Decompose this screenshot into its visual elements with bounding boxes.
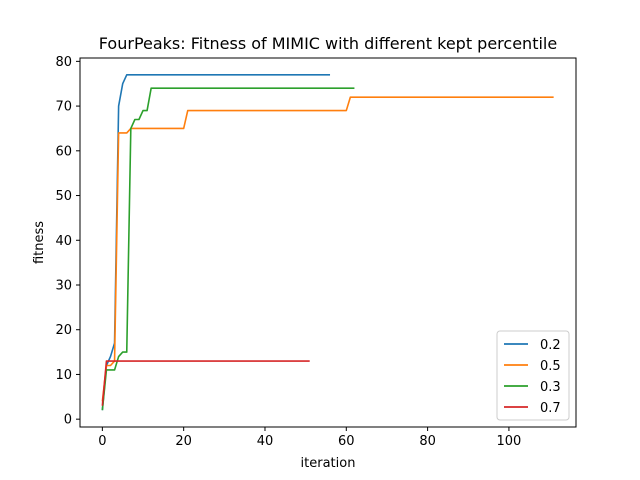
x-tick-label: 60 xyxy=(338,434,355,449)
x-axis-title: iteration xyxy=(301,456,356,471)
plot-area xyxy=(101,73,554,411)
x-tick-label: 40 xyxy=(257,434,274,449)
legend-label: 0.7 xyxy=(540,401,561,416)
chart-title: FourPeaks: Fitness of MIMIC with differe… xyxy=(99,34,557,53)
y-axis-title: fitness xyxy=(32,221,47,264)
x-tick-label: 100 xyxy=(497,434,522,449)
x-tick-label: 20 xyxy=(175,434,192,449)
y-tick-label: 50 xyxy=(55,189,72,204)
y-tick-label: 10 xyxy=(55,368,72,383)
plot-frame xyxy=(79,57,577,428)
y-tick-label: 30 xyxy=(55,278,72,293)
y-tick-label: 0 xyxy=(64,413,72,428)
legend: 0.2 0.5 0.3 0.7 xyxy=(496,330,570,421)
series-line-0.3 xyxy=(101,87,355,411)
x-tick-label: 80 xyxy=(419,434,436,449)
y-tick-label: 40 xyxy=(55,234,72,249)
y-tick-label: 80 xyxy=(55,55,72,70)
x-tick-label: 0 xyxy=(98,434,106,449)
y-tick-label: 70 xyxy=(55,100,72,115)
x-axis: 0 20 40 60 80 100 xyxy=(98,427,521,449)
legend-label: 0.2 xyxy=(540,338,561,353)
series-line-0.5 xyxy=(101,96,554,402)
series-line-0.2 xyxy=(101,73,331,411)
legend-label: 0.3 xyxy=(540,380,561,395)
y-tick-label: 60 xyxy=(55,144,72,159)
y-axis: 0 10 20 30 40 50 60 70 80 xyxy=(55,55,80,428)
series-line-0.7 xyxy=(101,360,310,406)
legend-label: 0.5 xyxy=(540,359,561,374)
legend-box xyxy=(496,330,570,421)
y-tick-label: 20 xyxy=(55,323,72,338)
